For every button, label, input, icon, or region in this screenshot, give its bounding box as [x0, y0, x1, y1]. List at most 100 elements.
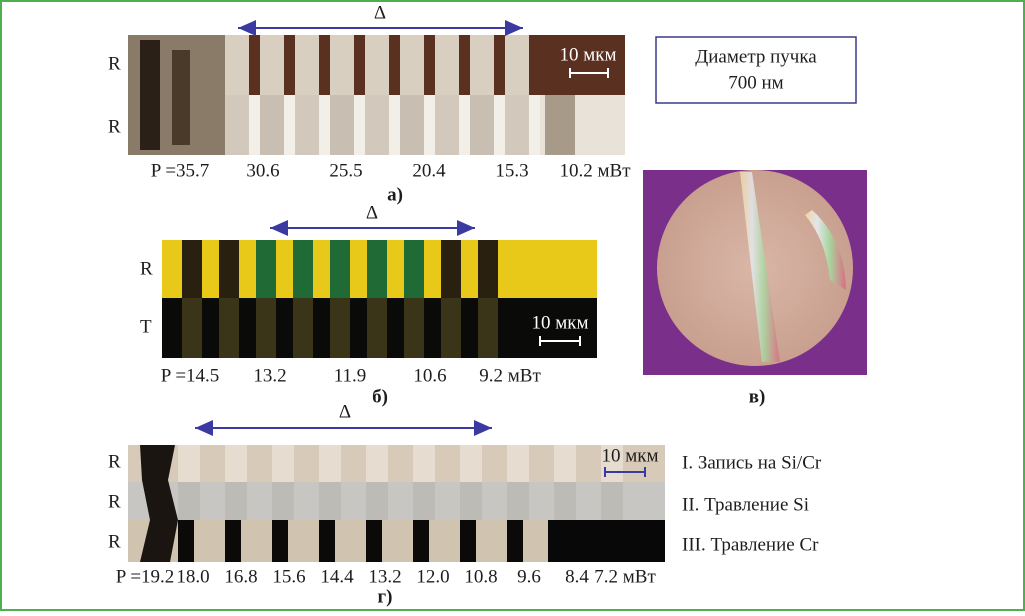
delta: Δ [366, 202, 378, 223]
power-label: 13.2 [368, 566, 401, 587]
strip-part [260, 35, 284, 95]
strip-part [366, 520, 382, 562]
power-label: P =35.7 [151, 160, 210, 181]
strip-part [319, 95, 330, 155]
strip-part [545, 95, 575, 155]
strip-part [272, 482, 294, 520]
strip-part [470, 95, 494, 155]
strip-part [330, 95, 354, 155]
strip-part [404, 298, 424, 358]
strip-part [441, 298, 461, 358]
caption: г) [378, 586, 393, 607]
strip-part [140, 40, 160, 150]
row-label: T [140, 316, 152, 337]
strip-part [470, 35, 494, 95]
strip-part [225, 95, 249, 155]
strip-part [554, 482, 576, 520]
strip-part [330, 240, 350, 298]
strip-part [128, 445, 665, 482]
strip-part [548, 520, 665, 562]
strip-part [366, 482, 388, 520]
strip-part [272, 445, 294, 482]
strip-part [554, 445, 576, 482]
strip-part [413, 520, 429, 562]
strip-part [366, 445, 388, 482]
power-label: 10.8 [464, 566, 497, 587]
strip-part [256, 240, 276, 298]
strip-part [400, 35, 424, 95]
power-label: 8.4 [565, 566, 589, 587]
row-label: R [108, 451, 121, 472]
step-label: III. Травление Cr [682, 534, 819, 555]
strip-part [494, 95, 505, 155]
strip-part [225, 482, 247, 520]
delta: Δ [339, 401, 351, 422]
power-label: 10.6 [413, 365, 446, 386]
strip-part [249, 95, 260, 155]
strip-part [507, 482, 529, 520]
strip-part [295, 35, 319, 95]
strip-part [505, 35, 529, 95]
strip-part [389, 95, 400, 155]
power-label: 13.2 [253, 365, 286, 386]
caption: а) [387, 184, 403, 205]
delta: Δ [374, 2, 386, 23]
row-label: R [140, 258, 153, 279]
strip-part [295, 95, 319, 155]
power-label: 12.0 [416, 566, 449, 587]
power-label: 20.4 [412, 160, 446, 181]
strip-part [225, 445, 247, 482]
power-label: 25.5 [329, 160, 362, 181]
strip-part [128, 482, 665, 520]
row-label: R [108, 53, 121, 74]
strip-part [219, 298, 239, 358]
strip-part [460, 520, 476, 562]
strip-part [459, 95, 470, 155]
decor [128, 35, 867, 562]
figure: R R Δ 10 мкм а) Диаметр пучка 700 нм R T… [0, 0, 1025, 611]
power-label: 10.2 мВт [560, 160, 632, 181]
row-label: R [108, 116, 121, 137]
power-label: 18.0 [176, 566, 209, 587]
strip-part [365, 35, 389, 95]
power-label: 15.6 [272, 566, 305, 587]
strip-part [319, 482, 341, 520]
strip-part [507, 445, 529, 482]
power-label: 15.3 [495, 160, 528, 181]
strip-part [424, 95, 435, 155]
power-label: 11.9 [334, 365, 367, 386]
strip-part [178, 520, 194, 562]
strip-part [284, 95, 295, 155]
strip-part [225, 35, 249, 95]
power-label: P =14.5 [161, 365, 220, 386]
strip-part [272, 520, 288, 562]
strip-part [225, 520, 241, 562]
box-text: 700 нм [728, 72, 783, 93]
strip-part [460, 445, 482, 482]
strip-part [182, 240, 202, 298]
strip-part [178, 445, 200, 482]
strip-part [400, 95, 424, 155]
strip-part [178, 482, 200, 520]
step-label: I. Запись на Si/Cr [682, 452, 822, 473]
strip-part [367, 240, 387, 298]
strip-part [182, 298, 202, 358]
caption: в) [749, 386, 766, 407]
strip-part [435, 35, 459, 95]
strip-part [172, 50, 190, 145]
scale-label: 10 мкм [559, 44, 616, 65]
strip-part [507, 520, 523, 562]
strip-part [478, 240, 498, 298]
scale-label: 10 мкм [601, 445, 658, 466]
strip-part [367, 298, 387, 358]
power-label: 14.4 [320, 566, 354, 587]
strip-part [441, 240, 461, 298]
strip-part [260, 95, 284, 155]
strip-part [601, 482, 623, 520]
box-text: Диаметр пучка [695, 46, 817, 67]
strip-part [460, 482, 482, 520]
strip-part [293, 298, 313, 358]
strip-part [413, 445, 435, 482]
caption: б) [372, 386, 388, 407]
strip-part [404, 240, 424, 298]
